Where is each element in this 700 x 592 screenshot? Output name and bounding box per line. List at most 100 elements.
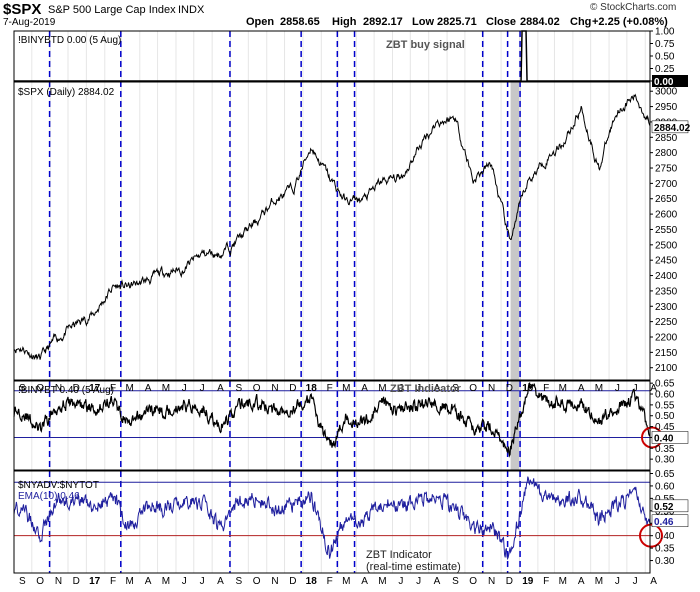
price-x-tick-label: A (578, 383, 585, 394)
zbt-indicator-line (13, 382, 651, 458)
zbt-tick-label: 0.60 (655, 390, 675, 401)
zbt-tick-label: 0.50 (655, 411, 675, 422)
price-x-tick-label: J (398, 383, 403, 394)
panel-frame-price (13, 81, 651, 381)
estimate-last-value-ema-box (651, 514, 689, 528)
price-tick-label: 2200 (655, 332, 678, 343)
highlight-circle-estimate (639, 523, 663, 548)
estimate-annotation-line2: (real-time estimate) (366, 561, 461, 573)
bottom-x-tick-label: M (595, 576, 603, 587)
bottom-x-tick-label: M (162, 576, 170, 587)
bottom-x-tick-label: O (253, 576, 261, 587)
price-x-tick-label: N (55, 383, 62, 394)
ohlc-high: 2892.17 (363, 16, 403, 28)
source-watermark: © StockCharts.com (590, 2, 677, 13)
ratio-legend: $NYADV:$NYTOT (18, 480, 99, 491)
zbt-last-value-box (651, 431, 689, 444)
price-x-tick-label: O (253, 383, 261, 394)
bottom-x-tick-label: A (361, 576, 368, 587)
price-tick-label: 2650 (655, 194, 678, 205)
price-x-tick-label: J (200, 383, 205, 394)
bottom-x-tick-label: 19 (522, 576, 534, 587)
price-x-tick-label: F (327, 383, 333, 394)
bottom-x-tick-label: O (36, 576, 44, 587)
ohlc-chg: +2.25 (+0.08%) (592, 16, 668, 28)
price-tick-label: 2850 (655, 133, 678, 144)
bottom-x-tick-label: A (578, 576, 585, 587)
bottom-x-tick-label: 18 (306, 576, 318, 587)
bottom-x-tick-label: S (236, 576, 243, 587)
signal-last-value-box (652, 75, 688, 87)
signal-tick-label: 0.50 (655, 52, 675, 63)
price-tick-label: 2300 (655, 302, 678, 313)
price-x-tick-label: M (378, 383, 386, 394)
price-x-tick-label: 18 (306, 383, 318, 394)
bottom-x-tick-label: F (110, 576, 116, 587)
price-last-value-box (651, 120, 689, 134)
chart-date: 7-Aug-2019 (3, 17, 56, 28)
ohlc-open: 2858.65 (280, 16, 320, 28)
price-tick-label: 2800 (655, 148, 678, 159)
bottom-x-tick-label: J (633, 576, 638, 587)
price-x-tick-label: J (615, 383, 620, 394)
price-x-tick-label: M (162, 383, 170, 394)
price-x-tick-label: A (145, 383, 152, 394)
price-x-tick-label: J (633, 383, 638, 394)
bottom-x-tick-label: O (469, 576, 477, 587)
bottom-x-tick-label: 17 (89, 576, 101, 587)
price-x-tick-label: M (126, 383, 134, 394)
estimate-last-value-ratio-box (651, 499, 689, 513)
ohlc-low-label: Low (412, 16, 434, 28)
price-tick-label: 2700 (655, 179, 678, 190)
price-legend: $SPX (Daily) 2884.02 (18, 87, 115, 98)
ohlc-open-label: Open (246, 16, 275, 28)
zbt-tick-label: 0.35 (655, 444, 675, 455)
price-x-tick-label: S (452, 383, 459, 394)
signal-legend: !BINYBTD 0.00 (5 Aug) (18, 35, 121, 46)
zbt-tick-label: 0.55 (655, 400, 675, 411)
signal-tick-label: 0.25 (655, 64, 675, 75)
bottom-x-tick-label: N (55, 576, 62, 587)
spx-price-line (13, 93, 651, 361)
ohlc-close: 2884.02 (520, 16, 560, 28)
price-tick-label: 2950 (655, 102, 678, 113)
price-x-tick-label: A (434, 383, 441, 394)
price-x-tick-label: A (361, 383, 368, 394)
bottom-x-tick-label: N (488, 576, 495, 587)
bottom-x-tick-label: S (19, 576, 26, 587)
zbt-tick-label: 0.30 (655, 455, 675, 466)
estimate-tick-label: 0.40 (655, 531, 675, 542)
exchange-label: INDX (178, 4, 205, 16)
price-x-tick-label: S (19, 383, 26, 394)
estimate-tick-label: 0.65 (655, 469, 675, 480)
estimate-last-value-ratio-label: 0.52 (654, 502, 674, 513)
price-x-tick-label: M (342, 383, 350, 394)
bottom-x-tick-label: A (145, 576, 152, 587)
bottom-x-tick-label: N (271, 576, 278, 587)
price-tick-label: 2450 (655, 256, 678, 267)
ohlc-low: 2825.71 (437, 16, 477, 28)
buy-signal-annotation: ZBT buy signal (386, 39, 465, 51)
symbol-title: $SPX (3, 1, 42, 18)
bottom-x-tick-label: F (327, 576, 333, 587)
bottom-x-tick-label: A (650, 576, 657, 587)
chart-header: $SPX S&P 500 Large Cap Index INDX 7-Aug-… (0, 0, 700, 30)
bottom-x-tick-label: J (398, 576, 403, 587)
price-x-tick-label: O (469, 383, 477, 394)
price-tick-label: 2550 (655, 225, 678, 236)
price-tick-label: 2250 (655, 317, 678, 328)
price-x-tick-label: J (182, 383, 187, 394)
bottom-x-tick-label: M (342, 576, 350, 587)
bottom-x-tick-label: A (434, 576, 441, 587)
price-x-tick-label: D (73, 383, 80, 394)
bottom-x-tick-label: J (182, 576, 187, 587)
price-x-tick-label: 17 (89, 383, 101, 394)
price-x-tick-label: F (110, 383, 116, 394)
estimate-tick-label: 0.35 (655, 544, 675, 555)
estimate-tick-label: 0.60 (655, 481, 675, 492)
index-name: S&P 500 Large Cap Index (48, 4, 176, 16)
price-tick-label: 2150 (655, 348, 678, 359)
price-x-tick-label: D (289, 383, 296, 394)
ohlc-high-label: High (332, 16, 357, 28)
